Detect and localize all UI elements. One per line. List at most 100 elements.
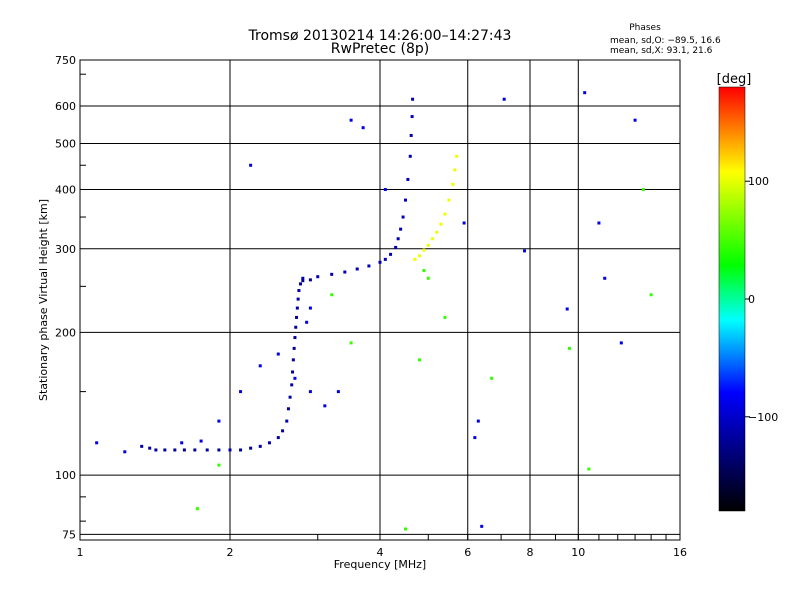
colorbar-label: [deg] bbox=[717, 72, 752, 87]
data-point bbox=[443, 212, 447, 216]
data-point bbox=[649, 293, 653, 297]
data-point bbox=[394, 245, 398, 249]
data-point bbox=[217, 448, 221, 452]
data-point bbox=[308, 306, 312, 310]
data-point bbox=[411, 97, 415, 101]
x-tick-label: 1 bbox=[77, 546, 84, 559]
x-tick-label: 8 bbox=[527, 546, 534, 559]
data-point bbox=[239, 448, 243, 452]
phase-heading: Phases bbox=[629, 23, 661, 33]
data-point bbox=[426, 276, 430, 280]
data-point bbox=[267, 441, 271, 445]
data-point bbox=[217, 419, 221, 423]
y-tick-label: 200 bbox=[55, 326, 76, 339]
colorbar-ticks: 100 0 −100 bbox=[745, 175, 778, 424]
data-point bbox=[195, 507, 199, 511]
data-point bbox=[193, 448, 197, 452]
data-point bbox=[297, 289, 301, 293]
data-point bbox=[249, 163, 253, 167]
data-point bbox=[355, 267, 359, 271]
x-axis-ticks: 1 2 4 6 8 10 16 bbox=[77, 534, 687, 559]
data-point bbox=[182, 448, 186, 452]
data-point bbox=[490, 376, 494, 380]
data-point bbox=[567, 346, 571, 350]
data-point bbox=[293, 336, 297, 340]
data-point bbox=[140, 444, 144, 448]
data-point bbox=[295, 315, 299, 319]
chart-subtitle: RwPretec (8p) bbox=[331, 41, 429, 57]
data-point bbox=[453, 168, 457, 172]
data-point bbox=[217, 463, 221, 467]
data-point bbox=[435, 230, 439, 234]
data-point bbox=[293, 376, 297, 380]
x-tick-label: 4 bbox=[377, 546, 384, 559]
data-point bbox=[292, 346, 296, 350]
data-point bbox=[276, 436, 280, 440]
data-point bbox=[633, 118, 637, 122]
data-point bbox=[249, 446, 253, 450]
data-point bbox=[406, 177, 410, 181]
data-point bbox=[502, 97, 506, 101]
data-point bbox=[205, 448, 209, 452]
chart-title: Tromsø 20130214 14:26:00–14:27:43 bbox=[248, 28, 512, 44]
data-point bbox=[443, 315, 447, 319]
data-point bbox=[439, 222, 443, 226]
data-point bbox=[95, 441, 99, 445]
data-point bbox=[349, 118, 353, 122]
data-point bbox=[451, 182, 455, 186]
data-point bbox=[349, 341, 353, 345]
colorbar-tick-label: 0 bbox=[748, 293, 755, 306]
data-point bbox=[301, 279, 305, 283]
data-point bbox=[523, 249, 527, 253]
data-point bbox=[308, 278, 312, 282]
data-point bbox=[480, 524, 484, 528]
data-point bbox=[422, 269, 426, 273]
data-point bbox=[403, 527, 407, 531]
data-point bbox=[298, 282, 302, 286]
data-point bbox=[408, 154, 412, 158]
data-point bbox=[361, 126, 365, 130]
x-tick-label: 6 bbox=[464, 546, 471, 559]
data-point bbox=[583, 91, 587, 95]
data-point bbox=[308, 390, 312, 394]
data-point bbox=[597, 221, 601, 225]
data-point bbox=[286, 407, 290, 411]
data-point bbox=[401, 215, 405, 219]
data-point bbox=[290, 383, 294, 387]
data-point bbox=[455, 154, 459, 158]
data-point bbox=[641, 188, 645, 192]
data-point bbox=[410, 115, 414, 119]
y-axis-ticks: 75 100 200 300 400 500 600 750 bbox=[55, 54, 86, 541]
data-point bbox=[294, 325, 298, 329]
data-point bbox=[291, 370, 295, 374]
data-point bbox=[330, 293, 334, 297]
data-point bbox=[301, 276, 305, 280]
data-point bbox=[378, 260, 382, 264]
data-point bbox=[295, 306, 299, 310]
y-tick-label: 75 bbox=[62, 528, 76, 541]
x-tick-label: 10 bbox=[571, 546, 585, 559]
data-point bbox=[383, 188, 387, 192]
data-point bbox=[285, 419, 289, 423]
colorbar bbox=[718, 86, 746, 512]
data-point bbox=[409, 133, 413, 137]
grid-lines bbox=[80, 60, 680, 540]
y-tick-label: 500 bbox=[55, 138, 76, 151]
y-tick-label: 300 bbox=[55, 243, 76, 256]
data-point bbox=[296, 297, 300, 301]
y-tick-label: 600 bbox=[55, 100, 76, 113]
data-point bbox=[603, 276, 607, 280]
y-tick-label: 750 bbox=[55, 54, 76, 67]
data-point bbox=[173, 448, 177, 452]
x-tick-label: 2 bbox=[227, 546, 234, 559]
data-point bbox=[316, 275, 320, 279]
data-point bbox=[447, 198, 451, 202]
colorbar-tick-label: 100 bbox=[748, 175, 769, 188]
data-point bbox=[426, 243, 430, 247]
data-point bbox=[330, 272, 334, 276]
data-point bbox=[383, 257, 387, 261]
data-point bbox=[199, 439, 203, 443]
data-point bbox=[367, 264, 371, 268]
data-point bbox=[422, 248, 426, 252]
